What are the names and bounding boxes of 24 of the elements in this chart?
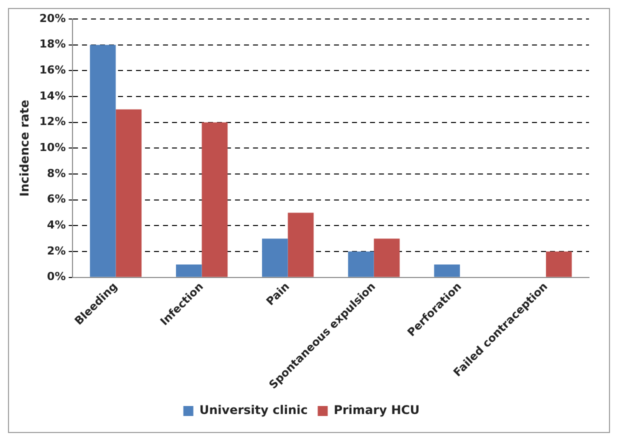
y-tick-label: 4% [47,218,66,232]
y-tick-label: 6% [47,192,66,206]
bar [374,238,400,277]
bar [434,264,460,277]
y-tick-label: 8% [47,166,66,180]
bar [546,252,572,277]
bar [288,212,314,277]
y-tick-label: 16% [39,64,66,77]
y-tick-label: 20% [39,12,66,25]
y-tick-label: 12% [39,115,66,128]
y-tick-label: 2% [47,244,66,258]
legend-label: University clinic [199,403,308,418]
bar [202,122,228,277]
y-tick-label: 0% [47,270,66,284]
y-axis-title: Incidence rate [17,100,32,197]
bar [176,264,202,277]
y-tick-label: 10% [39,141,66,154]
y-tick-label: 18% [39,38,66,51]
legend-label: Primary HCU [334,403,420,418]
y-tick-label: 14% [39,89,66,102]
bar [90,44,116,277]
bar [348,252,374,277]
bar [116,109,142,277]
bar [262,238,288,277]
